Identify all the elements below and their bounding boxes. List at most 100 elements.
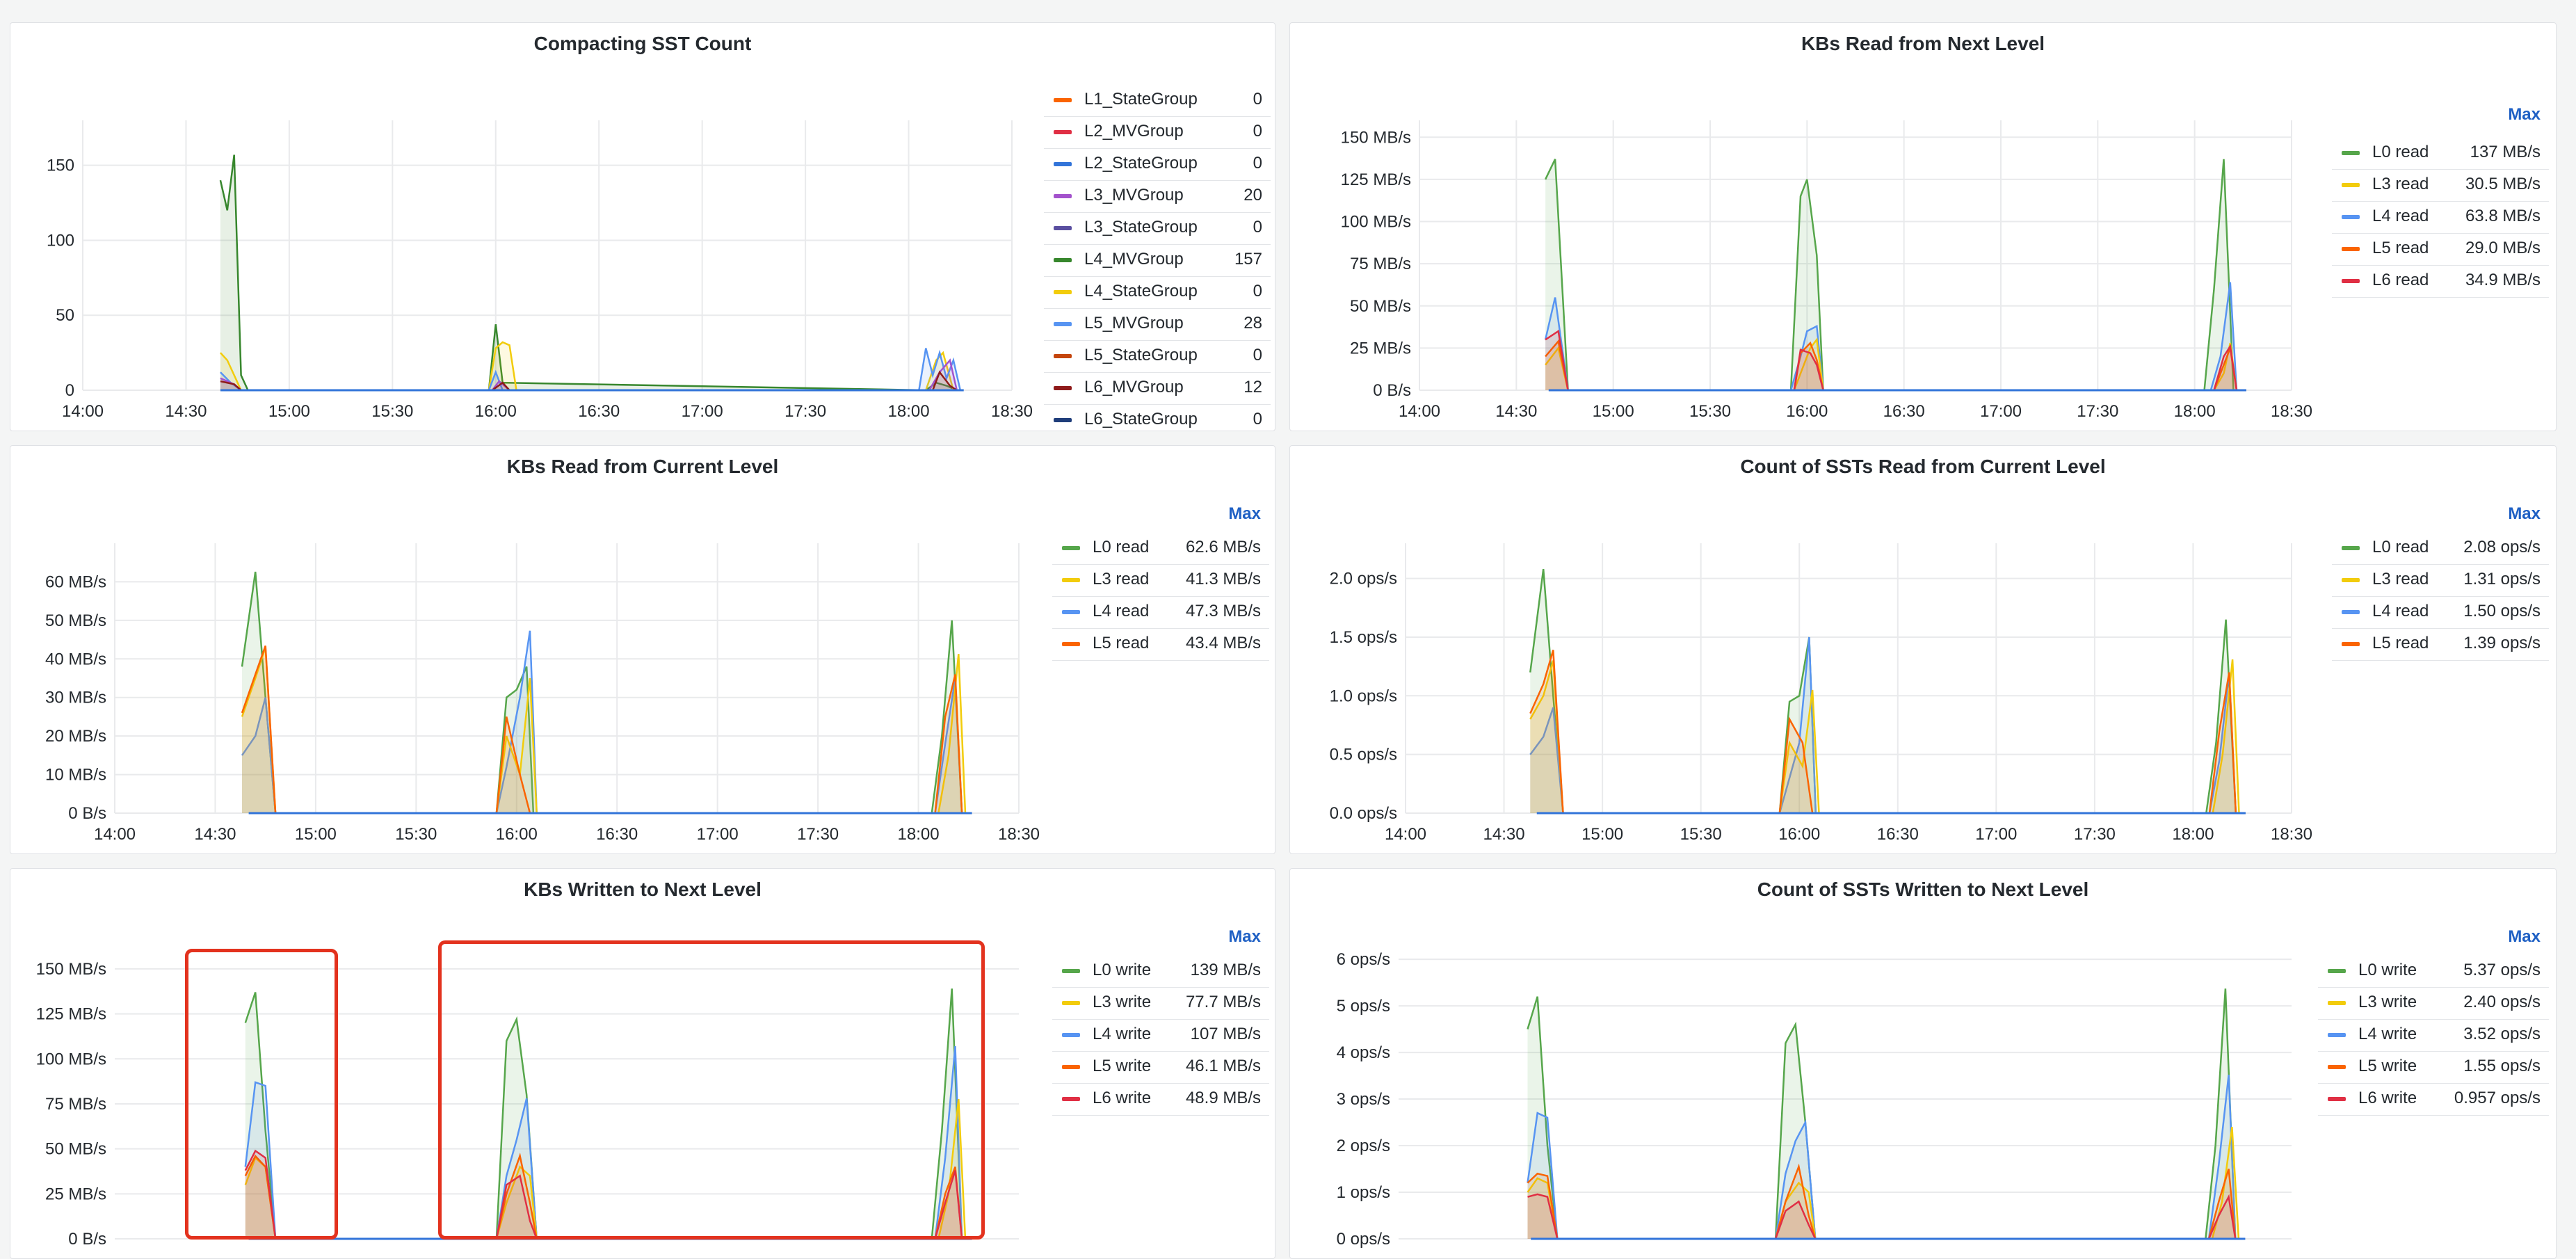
y-tick-label: 2 ops/s <box>1337 1137 1390 1155</box>
y-tick-label: 0 B/s <box>68 804 106 823</box>
legend-item[interactable]: L3 read 1.31 ops/s <box>2332 564 2549 597</box>
legend-item[interactable]: L4 read 47.3 MB/s <box>1052 596 1269 629</box>
y-tick-label: 4 ops/s <box>1337 1043 1390 1062</box>
panel-count-ssts-written-next-level[interactable]: Count of SSTs Written to Next Level 0 op… <box>1289 868 2557 1259</box>
legend-max-header[interactable]: Max <box>2508 504 2541 523</box>
legend-item[interactable]: L3_StateGroup 0 <box>1044 212 1271 245</box>
legend-item[interactable]: L5 read 1.39 ops/s <box>2332 628 2549 661</box>
legend-item[interactable]: L5 write 46.1 MB/s <box>1052 1051 1269 1084</box>
legend-item[interactable]: L5 write 1.55 ops/s <box>2318 1051 2549 1084</box>
legend-item[interactable]: L0 read 62.6 MB/s <box>1052 532 1269 565</box>
x-tick-label: 17:00 <box>682 402 723 421</box>
series-area <box>1545 282 2237 390</box>
series-line[interactable] <box>241 571 963 815</box>
panel-kbs-read-next-level[interactable]: KBs Read from Next Level 0 B/s 25 MB/s 50 … <box>1289 22 2557 431</box>
series-line[interactable] <box>219 154 958 392</box>
legend-max-header[interactable]: Max <box>2508 927 2541 946</box>
legend-item[interactable]: L2_StateGroup 0 <box>1044 148 1271 181</box>
legend-item[interactable]: L0 read 137 MB/s <box>2332 137 2549 170</box>
series-line[interactable] <box>1545 337 2238 392</box>
panel-kbs-written-next-level[interactable]: KBs Written to Next Level 0 B/s 25 MB/s 50… <box>10 868 1275 1259</box>
legend-item[interactable]: L4 read 63.8 MB/s <box>2332 201 2549 234</box>
legend-series-value: 29.0 MB/s <box>2465 239 2541 257</box>
chart-count-ssts-read-current-level[interactable]: 0.0 ops/s 0.5 ops/s 1.0 ops/s 1.5 ops/s 2.0 … <box>1290 446 2326 853</box>
series-line[interactable] <box>244 1153 963 1240</box>
series-line[interactable] <box>1529 659 2240 815</box>
panel-count-ssts-read-current-level[interactable]: Count of SSTs Read from Current Level 0.… <box>1289 445 2557 854</box>
legend-item[interactable]: L0 read 2.08 ops/s <box>2332 532 2549 565</box>
legend-item[interactable]: L3 read 41.3 MB/s <box>1052 564 1269 597</box>
series-area <box>242 572 963 813</box>
legend-item[interactable]: L5 read 43.4 MB/s <box>1052 628 1269 661</box>
legend-item[interactable]: L2_MVGroup 0 <box>1044 116 1271 149</box>
series-line[interactable] <box>1544 159 2235 392</box>
legend-item[interactable]: L3 write 77.7 MB/s <box>1052 987 1269 1020</box>
legend-max-header[interactable]: Max <box>1228 927 1261 946</box>
legend-color-swatch <box>1054 162 1072 166</box>
legend-item[interactable]: L0 write 5.37 ops/s <box>2318 955 2549 988</box>
x-tick-label: 15:00 <box>1593 402 1634 421</box>
y-tick-label: 150 MB/s <box>36 960 106 979</box>
legend-item[interactable]: L4_StateGroup 0 <box>1044 276 1271 309</box>
legend-item[interactable]: L0 write 139 MB/s <box>1052 955 1269 988</box>
legend-item[interactable]: L5 read 29.0 MB/s <box>2332 233 2549 266</box>
legend-item[interactable]: L6 write 0.957 ops/s <box>2318 1083 2549 1116</box>
series-line[interactable] <box>241 630 963 815</box>
legend-item[interactable]: L6 read 34.9 MB/s <box>2332 265 2549 298</box>
x-tick-label: 17:30 <box>797 825 839 844</box>
chart-kbs-read-current-level[interactable]: 0 B/s 10 MB/s 20 MB/s 30 MB/s 40 MB/s 50 MB/s… <box>10 446 1047 853</box>
x-tick-label: 16:30 <box>578 402 620 421</box>
legend-item[interactable]: L6 write 48.9 MB/s <box>1052 1083 1269 1116</box>
y-tick-label: 6 ops/s <box>1337 950 1390 969</box>
series-line[interactable] <box>1545 329 2238 392</box>
legend-item[interactable]: L4 write 107 MB/s <box>1052 1019 1269 1052</box>
x-tick-label: 14:00 <box>94 825 136 844</box>
legend-item[interactable]: L3 write 2.40 ops/s <box>2318 987 2549 1020</box>
x-tick-label: 18:30 <box>2271 825 2312 844</box>
legend-item[interactable]: L5_MVGroup 28 <box>1044 308 1271 341</box>
series-line[interactable] <box>244 988 963 1240</box>
panel-kbs-read-current-level[interactable]: KBs Read from Current Level 0 B/s 10 MB/s… <box>10 445 1275 854</box>
legend-item[interactable]: L1_StateGroup 0 <box>1044 84 1271 117</box>
chart-kbs-read-next-level[interactable]: 0 B/s 25 MB/s 50 MB/s 75 MB/s 100 MB/s 125 MB… <box>1290 23 2326 431</box>
legend-item[interactable]: L4 read 1.50 ops/s <box>2332 596 2549 629</box>
panel-title: Count of SSTs Read from Current Level <box>1740 456 2106 477</box>
legend-item[interactable]: L5_StateGroup 0 <box>1044 340 1271 373</box>
series-line[interactable] <box>1527 988 2237 1240</box>
legend-item[interactable]: L6_MVGroup 12 <box>1044 372 1271 405</box>
chart-count-ssts-written-next-level[interactable]: 0 ops/s1 ops/s2 ops/s3 ops/s4 ops/s5 ops… <box>1290 869 2326 1258</box>
legend-max-header[interactable]: Max <box>2508 105 2541 124</box>
series-line[interactable] <box>244 1149 963 1240</box>
series-line[interactable] <box>1527 1193 2237 1240</box>
series-line[interactable] <box>1527 1127 2240 1240</box>
legend-series-value: 0 <box>1253 282 1262 300</box>
legend-item[interactable]: L3 read 30.5 MB/s <box>2332 169 2549 202</box>
panel-compacting-sst-count[interactable]: Compacting SST Count 0 50 100 150 14:00 14:30… <box>10 22 1275 431</box>
series-line[interactable] <box>219 341 955 392</box>
series-line[interactable] <box>1527 1075 2237 1240</box>
series-line[interactable] <box>1529 636 2237 815</box>
series-line[interactable] <box>1529 568 2237 815</box>
x-tick-label: 14:30 <box>165 402 207 421</box>
series-line[interactable] <box>1544 282 2238 392</box>
legend-item[interactable]: L3_MVGroup 20 <box>1044 180 1271 213</box>
legend-item[interactable]: L4_MVGroup 157 <box>1044 244 1271 277</box>
series-line[interactable] <box>241 645 963 815</box>
legend-series-value: 62.6 MB/s <box>1185 538 1261 556</box>
panel-title: KBs Read from Current Level <box>506 456 779 477</box>
legend-max-header[interactable]: Max <box>1228 504 1261 523</box>
legend-color-swatch <box>2342 215 2360 219</box>
series-line[interactable] <box>1529 650 2237 815</box>
series-line[interactable] <box>1527 1163 2237 1240</box>
legend-series-name: L6 write <box>2358 1089 2417 1107</box>
y-tick-label: 25 MB/s <box>1350 339 1411 358</box>
legend-item[interactable]: L6_StateGroup 0 <box>1044 404 1271 431</box>
legend-item[interactable]: L4 write 3.52 ops/s <box>2318 1019 2549 1052</box>
chart-compacting-sst-count[interactable]: 0 50 100 150 14:00 14:30 15:00 15:30 16:00 16:30 1… <box>10 23 1047 431</box>
legend-series-name: L4 read <box>2372 207 2429 225</box>
series-line[interactable] <box>220 370 958 392</box>
series-line[interactable] <box>241 647 967 815</box>
series-area <box>1527 1127 2239 1239</box>
series-line[interactable] <box>244 1045 963 1240</box>
